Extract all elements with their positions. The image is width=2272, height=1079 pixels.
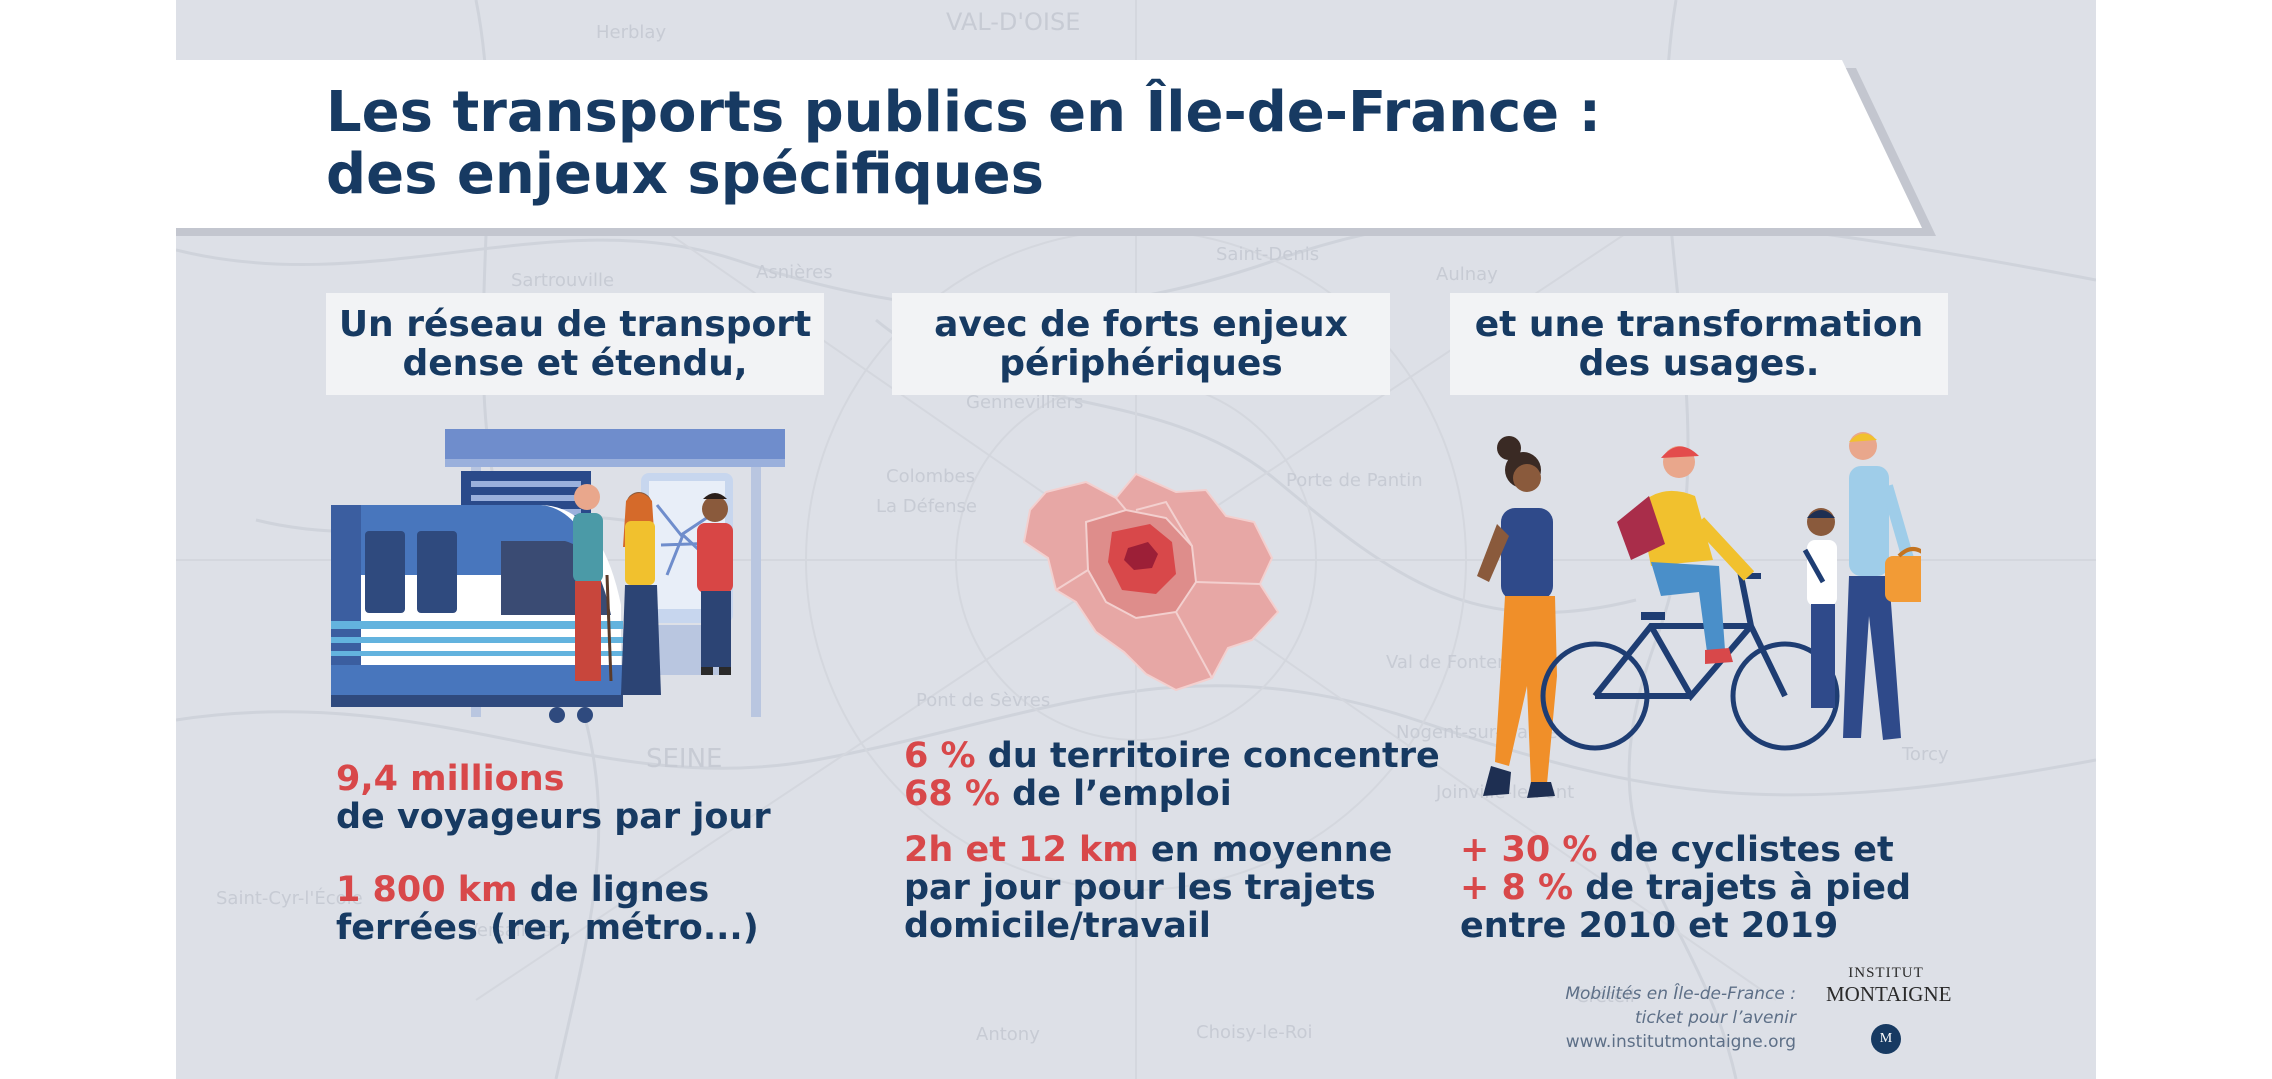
stat-territory: 6 % du territoire concentre 68 % de l’em…: [904, 737, 1440, 813]
page-title: Les transports publics en Île-de-France …: [326, 82, 1601, 206]
people-cyclist-icon: [1477, 432, 1921, 798]
map-label: Herblay: [596, 22, 667, 43]
map-label: Créteil: [1576, 986, 1635, 1007]
map-label: Asnières: [756, 262, 833, 283]
footer-line: ticket pour l’avenir: [1634, 1008, 1796, 1028]
stat-text: par jour pour les trajets: [904, 868, 1376, 908]
stat-text: du territoire concentre: [975, 736, 1440, 776]
logo-line-2: MONTAIGNE: [1826, 982, 1952, 1006]
stat-commute: 2h et 12 km en moyenne par jour pour les…: [904, 831, 1392, 945]
stat-highlight: + 8 %: [1460, 868, 1574, 908]
map-label: La Défense: [876, 496, 977, 517]
column-heading-line: et une transformation: [1474, 304, 1924, 345]
infographic-canvas: Herblay VAL-D'OISE Saint-Denis Sartrouvi…: [176, 0, 2096, 1079]
page-title-line-2: des enjeux spécifiques: [326, 142, 1044, 207]
logo-line-1: INSTITUT: [1848, 965, 1924, 981]
institut-montaigne-logo: INSTITUT MONTAIGNE M: [1826, 964, 1952, 1054]
map-label: Aulnay: [1436, 264, 1498, 285]
stat-usage-change: + 30 % de cyclistes et + 8 % de trajets …: [1460, 831, 1911, 945]
column-heading-line: périphériques: [999, 343, 1283, 384]
map-label: Choisy-le-Roi: [1196, 1022, 1313, 1043]
map-label: Versailles: [466, 920, 552, 941]
stat-text: ferrées (rer, métro...): [336, 908, 759, 948]
stat-text: en moyenne: [1138, 830, 1393, 870]
footer-source-note: Mobilités en Île-de-France : ticket pour…: [1565, 982, 1796, 1054]
stat-passengers: 9,4 millions de voyageurs par jour: [336, 760, 771, 836]
stat-highlight: 1 800 km: [336, 870, 518, 910]
column-heading-line: avec de forts enjeux: [934, 304, 1348, 345]
stat-highlight: 6 %: [904, 736, 976, 776]
column-heading-periphery: avec de forts enjeux périphériques: [892, 293, 1390, 395]
stat-text: domicile/travail: [904, 906, 1211, 946]
stat-text: entre 2010 et 2019: [1460, 906, 1839, 946]
stat-text: de l’emploi: [999, 774, 1232, 814]
logo-seal-icon: M: [1871, 1024, 1901, 1054]
map-label: Sartrouville: [511, 270, 615, 291]
map-label: Torcy: [1902, 744, 1949, 765]
map-label: Pont de Sèvres: [916, 690, 1051, 711]
ile-de-france-map-icon: [1022, 472, 1280, 692]
column-heading-usage: et une transformation des usages.: [1450, 293, 1948, 395]
map-label: Saint-Denis: [1216, 244, 1320, 265]
stat-text: de lignes: [517, 870, 710, 910]
stat-highlight: 9,4 millions: [336, 759, 565, 799]
map-label: VAL-D'OISE: [946, 8, 1081, 36]
map-label: Gennevilliers: [966, 392, 1084, 413]
column-heading-network: Un réseau de transport dense et étendu,: [326, 293, 824, 395]
map-label: Porte de Pantin: [1286, 470, 1423, 491]
column-heading-line: dense et étendu,: [402, 343, 748, 384]
stat-highlight: 2h et 12 km: [904, 830, 1139, 870]
footer-url-link[interactable]: www.institutmontaigne.org: [1565, 1032, 1796, 1052]
stat-text: de voyageurs par jour: [336, 797, 771, 837]
page-title-line-1: Les transports publics en Île-de-France …: [326, 80, 1602, 145]
stat-rail-km: 1 800 km de lignes ferrées (rer, métro..…: [336, 871, 759, 947]
footer-line: Mobilités en Île-de-France :: [1565, 984, 1796, 1004]
stat-highlight: 68 %: [904, 774, 1000, 814]
stat-text: de trajets à pied: [1573, 868, 1912, 908]
title-banner: [176, 60, 1922, 228]
train-station-icon: [331, 429, 785, 723]
column-heading-line: des usages.: [1578, 343, 1820, 384]
column-heading-line: Un réseau de transport: [338, 304, 812, 345]
map-label: Val de Fontenay: [1386, 652, 1531, 673]
map-label: Saint-Cyr-l'École: [216, 888, 363, 909]
map-label: SEINE: [646, 744, 723, 774]
map-label: Colombes: [886, 466, 976, 487]
map-label: Antony: [976, 1024, 1040, 1045]
stat-text: de cyclistes et: [1597, 830, 1894, 870]
stat-highlight: + 30 %: [1460, 830, 1598, 870]
